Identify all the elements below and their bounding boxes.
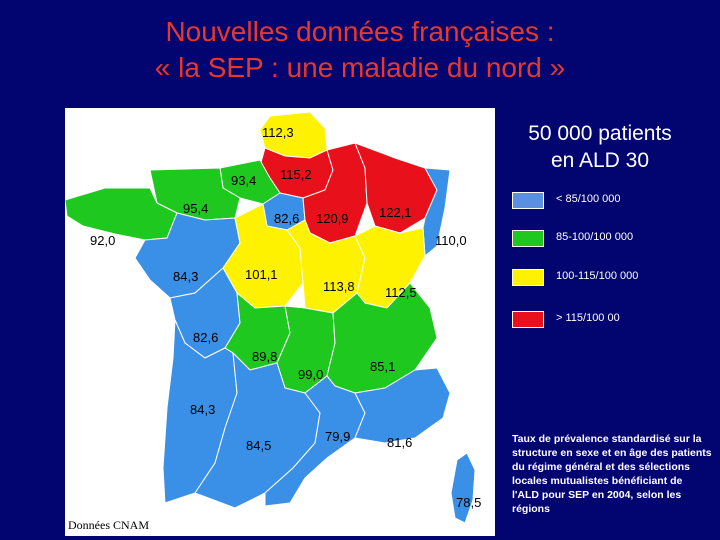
legend-label-high: > 115/100 00 — [556, 312, 620, 324]
region-corse — [450, 452, 476, 524]
title-line-1: Nouvelles données françaises : — [165, 16, 555, 47]
france-regions-map — [65, 111, 476, 524]
region-value-centre: 101,1 — [245, 267, 278, 282]
region-languedoc — [264, 375, 366, 507]
region-centre — [222, 203, 304, 309]
region-value-bretagne: 92,0 — [90, 233, 116, 248]
region-value-poitou: 82,6 — [193, 330, 219, 345]
legend-swatch-blue — [512, 192, 544, 209]
region-value-languedoc: 84,5 — [246, 438, 272, 453]
region-value-picardie: 115,2 — [280, 167, 312, 182]
legend-label-mid-low: 85-100/100 000 — [556, 231, 634, 243]
region-value-lorraine: 122,1 — [379, 205, 412, 220]
region-paca — [354, 367, 451, 444]
region-value-basse-normandie: 95,4 — [183, 201, 209, 216]
region-value-franche-comte: 112,5 — [385, 285, 417, 300]
legend-label-low: < 85/100 000 — [556, 193, 621, 205]
region-value-limousin: 89,8 — [252, 349, 278, 364]
region-value-pays-de-la-loire: 84,3 — [173, 269, 199, 284]
legend-swatch-green — [512, 230, 544, 247]
region-value-bourgogne: 113,8 — [323, 279, 355, 294]
region-value-ile-de-france: 82,6 — [274, 211, 300, 226]
region-value-alsace: 110,0 — [435, 233, 467, 248]
region-value-nord: 112,3 — [262, 125, 294, 140]
france-map-panel: 112,3 115,2 93,4 95,4 82,6 120,9 122,1 9… — [65, 108, 495, 536]
region-value-auvergne: 99,0 — [298, 367, 324, 382]
source-label: Données CNAM — [68, 518, 149, 532]
region-value-paca: 81,6 — [387, 435, 413, 450]
patients-count: 50 000 patients en ALD 30 — [505, 120, 695, 174]
patients-line-2: en ALD 30 — [550, 149, 650, 172]
region-value-haute-normandie: 93,4 — [231, 173, 257, 188]
title-line-2: « la SEP : une maladie du nord » — [154, 52, 566, 83]
legend-label-mid-high: 100-115/100 000 — [556, 270, 639, 282]
footnote: Taux de prévalence standardisé sur la st… — [512, 433, 712, 515]
page-title: Nouvelles données françaises : « la SEP … — [0, 14, 720, 86]
region-value-midi-pyrenees: 79,9 — [325, 429, 351, 444]
region-value-corse: 78,5 — [456, 495, 482, 510]
legend-swatch-red — [512, 311, 544, 328]
region-value-rhone-alpes: 85,1 — [370, 359, 396, 374]
legend-swatch-yellow — [512, 269, 544, 286]
region-lorraine — [354, 142, 438, 234]
region-value-champagne: 120,9 — [316, 211, 349, 226]
region-value-aquitaine: 84,3 — [190, 402, 216, 417]
patients-line-1: 50 000 patients — [528, 122, 672, 145]
